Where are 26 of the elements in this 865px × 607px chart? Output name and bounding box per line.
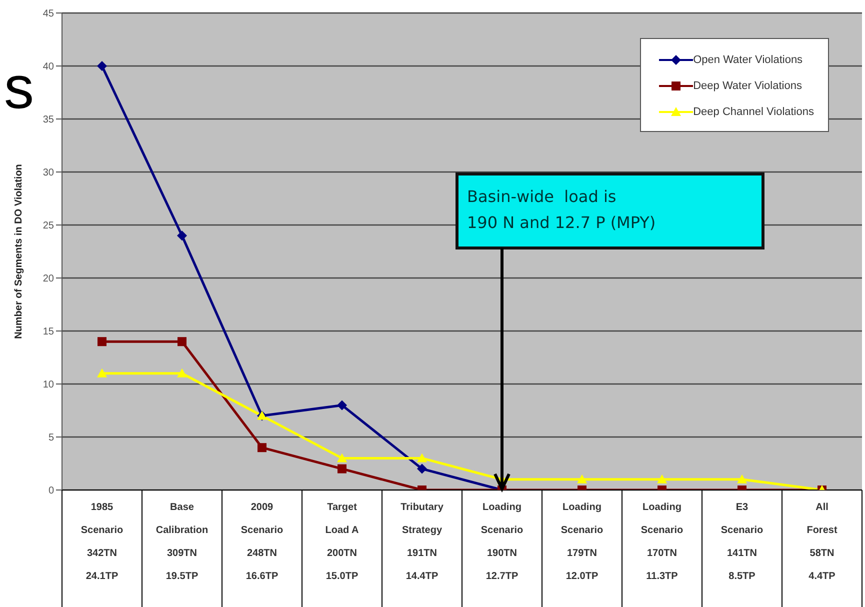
category-label: Loading Scenario 190TN 12.7TP — [480, 502, 524, 582]
category-label: All Forest 58TN 4.4TP — [806, 502, 838, 582]
category-label: Target Load A 200TN 15.0TP — [325, 502, 359, 582]
y-tick-label: 40 — [42, 62, 54, 73]
legend-label: Deep Channel Violations — [693, 106, 814, 118]
annotation: Basin-wide load is 190 N and 12.7 P (MPY) — [467, 187, 656, 232]
y-tick-label: 35 — [42, 114, 54, 126]
category-label: 2009 Scenario 248TN 16.6TP — [240, 502, 284, 582]
y-tick-label: 20 — [42, 274, 54, 285]
y-tick-label: 25 — [42, 220, 54, 232]
category-label: E3 Scenario 141TN 8.5TP — [720, 502, 764, 582]
text: s — [4, 54, 34, 121]
category-label: Loading Scenario 170TN 11.3TP — [640, 502, 684, 582]
category-label: Base Calibration 309TN 19.5TP — [156, 502, 208, 582]
y-tick-label: 0 — [48, 486, 54, 497]
legend-label: Deep Water Violations — [693, 80, 802, 92]
category-label: 1985 Scenario 342TN 24.1TP — [80, 502, 124, 582]
category-label: Tributary Strategy 191TN 14.4TP — [400, 502, 444, 582]
y-axis-title: Number of Segments in DO Violation — [14, 164, 25, 339]
legend-label: Open Water Violations — [693, 54, 803, 66]
y-tick-label: 10 — [42, 380, 54, 391]
y-tick-label: 5 — [48, 432, 54, 444]
y-tick-label: 30 — [42, 168, 54, 179]
category-label: Loading Scenario 179TN 12.0TP — [560, 502, 604, 582]
y-tick-label: 15 — [42, 326, 54, 338]
y-tick-label: 45 — [42, 8, 54, 20]
